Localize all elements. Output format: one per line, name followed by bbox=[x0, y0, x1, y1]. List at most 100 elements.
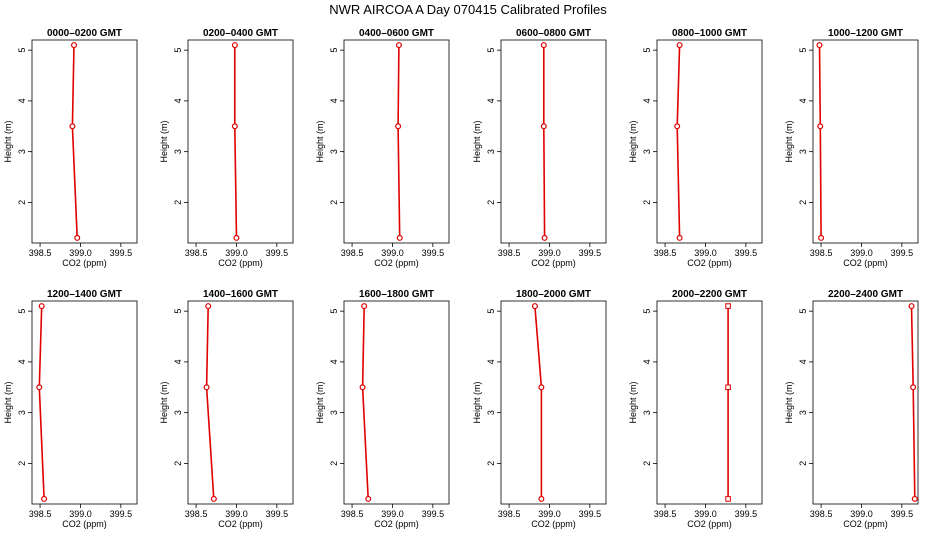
x-axis-label: CO2 (ppm) bbox=[687, 258, 732, 268]
y-tick-label: 4 bbox=[798, 98, 808, 103]
data-point bbox=[41, 495, 48, 502]
y-tick-label: 4 bbox=[17, 98, 27, 103]
x-tick-label: 399.5 bbox=[891, 248, 914, 258]
panel-title: 2200–2400 GMT bbox=[828, 289, 903, 300]
data-point bbox=[203, 384, 210, 391]
profile-line bbox=[397, 45, 401, 238]
y-axis-label: Height (m) bbox=[628, 381, 638, 423]
x-axis-label: CO2 (ppm) bbox=[62, 519, 107, 529]
y-tick-label: 5 bbox=[329, 48, 339, 53]
plot-frame bbox=[500, 39, 607, 244]
x-tick-label: 398.5 bbox=[29, 248, 52, 258]
y-tick-label: 5 bbox=[17, 309, 27, 314]
plot-frame bbox=[656, 300, 763, 505]
y-tick-label: 4 bbox=[329, 359, 339, 364]
profile-line bbox=[38, 306, 45, 499]
y-tick-label: 5 bbox=[17, 48, 27, 53]
y-axis-label: Height (m) bbox=[3, 120, 13, 162]
y-tick-label: 2 bbox=[173, 461, 183, 466]
y-tick-label: 5 bbox=[642, 48, 652, 53]
data-point bbox=[210, 495, 217, 502]
x-tick-label: 398.5 bbox=[498, 509, 521, 519]
y-tick-label: 3 bbox=[798, 149, 808, 154]
panel-title: 1400–1600 GMT bbox=[203, 289, 278, 300]
y-axis-label: Height (m) bbox=[159, 120, 169, 162]
y-tick-label: 5 bbox=[173, 309, 183, 314]
y-tick-label: 2 bbox=[642, 200, 652, 205]
plot-frame bbox=[187, 300, 294, 505]
y-tick-label: 4 bbox=[642, 98, 652, 103]
data-point bbox=[38, 303, 45, 310]
plot-frame bbox=[343, 300, 450, 505]
data-point bbox=[205, 303, 212, 310]
profile-line bbox=[676, 45, 681, 238]
x-tick-label: 399.0 bbox=[69, 248, 92, 258]
x-tick-label: 399.0 bbox=[225, 509, 248, 519]
data-point bbox=[818, 234, 825, 241]
x-tick-label: 398.5 bbox=[341, 248, 364, 258]
x-tick-label: 398.5 bbox=[810, 248, 833, 258]
panel-title: 1600–1800 GMT bbox=[359, 289, 434, 300]
y-tick-label: 5 bbox=[642, 309, 652, 314]
x-tick-label: 399.0 bbox=[538, 248, 561, 258]
y-tick-label: 4 bbox=[173, 359, 183, 364]
y-tick-label: 5 bbox=[798, 48, 808, 53]
profile-line bbox=[361, 306, 369, 499]
x-tick-label: 398.5 bbox=[185, 509, 208, 519]
plot-frame bbox=[812, 39, 919, 244]
x-tick-label: 399.5 bbox=[735, 248, 758, 258]
profile-line bbox=[818, 45, 822, 238]
data-point bbox=[540, 123, 547, 130]
y-tick-label: 3 bbox=[486, 149, 496, 154]
data-point bbox=[676, 42, 683, 49]
data-point bbox=[74, 234, 81, 241]
y-tick-label: 3 bbox=[17, 410, 27, 415]
panel-title: 1000–1200 GMT bbox=[828, 28, 903, 39]
y-tick-label: 4 bbox=[486, 98, 496, 103]
x-tick-label: 399.5 bbox=[266, 248, 289, 258]
x-tick-label: 399.5 bbox=[422, 248, 445, 258]
x-tick-label: 399.0 bbox=[694, 248, 717, 258]
y-axis-label: Height (m) bbox=[159, 381, 169, 423]
y-tick-label: 5 bbox=[329, 309, 339, 314]
x-tick-label: 399.5 bbox=[579, 509, 602, 519]
x-axis-label: CO2 (ppm) bbox=[687, 519, 732, 529]
x-tick-label: 399.5 bbox=[422, 509, 445, 519]
data-point bbox=[233, 234, 240, 241]
y-axis-label: Height (m) bbox=[315, 381, 325, 423]
data-point bbox=[725, 384, 731, 391]
plot-frame bbox=[656, 39, 763, 244]
data-point bbox=[911, 495, 918, 502]
panel-title: 1800–2000 GMT bbox=[516, 289, 591, 300]
y-tick-label: 2 bbox=[642, 461, 652, 466]
panel-title: 0200–0400 GMT bbox=[203, 28, 278, 39]
y-tick-label: 2 bbox=[329, 461, 339, 466]
data-point bbox=[231, 42, 238, 49]
x-axis-label: CO2 (ppm) bbox=[374, 258, 419, 268]
x-tick-label: 398.5 bbox=[654, 248, 677, 258]
x-tick-label: 399.0 bbox=[850, 248, 873, 258]
y-tick-label: 2 bbox=[486, 200, 496, 205]
y-tick-label: 3 bbox=[329, 410, 339, 415]
data-point bbox=[361, 303, 368, 310]
x-tick-label: 399.5 bbox=[110, 248, 133, 258]
panel-title: 1200–1400 GMT bbox=[47, 289, 122, 300]
x-tick-label: 399.5 bbox=[735, 509, 758, 519]
x-tick-label: 398.5 bbox=[341, 509, 364, 519]
plot-frame bbox=[812, 300, 919, 505]
plot-frame bbox=[31, 300, 138, 505]
y-tick-label: 3 bbox=[173, 149, 183, 154]
data-point bbox=[395, 123, 402, 130]
y-tick-label: 2 bbox=[17, 461, 27, 466]
y-tick-label: 2 bbox=[798, 200, 808, 205]
data-point bbox=[908, 303, 915, 310]
x-tick-label: 399.0 bbox=[69, 509, 92, 519]
data-point bbox=[396, 234, 403, 241]
y-axis-label: Height (m) bbox=[472, 120, 482, 162]
profile-line bbox=[534, 306, 543, 499]
